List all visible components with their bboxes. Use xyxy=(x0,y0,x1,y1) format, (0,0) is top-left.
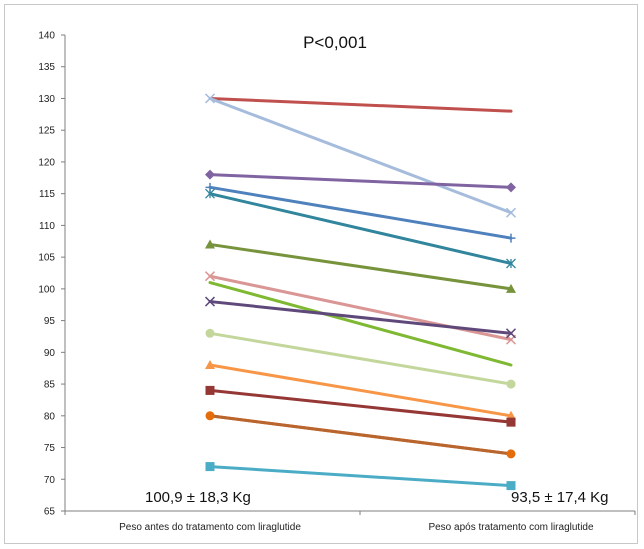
data-point-square xyxy=(506,481,516,491)
series-line xyxy=(208,414,513,456)
line-chart: P<0,001 65 70 75 80 85 90 95 100 105 110 115 120 125… xyxy=(38,31,636,533)
series-line xyxy=(208,192,513,265)
data-point-star xyxy=(506,258,516,269)
y-tick-label: 115 xyxy=(39,189,55,200)
series-lines xyxy=(208,96,513,488)
y-tick-label: 110 xyxy=(39,221,55,232)
data-point-square xyxy=(205,385,215,395)
series-line xyxy=(208,363,513,418)
data-point-circle xyxy=(506,379,516,389)
data-point-circle xyxy=(205,328,215,338)
data-point-triangle xyxy=(506,283,516,293)
series-line xyxy=(208,281,513,367)
data-point-diamond xyxy=(506,182,516,193)
series-line xyxy=(208,331,513,386)
y-tick-label: 95 xyxy=(44,316,56,327)
axes: 65 70 75 80 85 90 95 100 105 110 115 120 125 130 135 14… xyxy=(38,31,636,533)
series-line xyxy=(208,274,513,342)
series-line xyxy=(208,185,513,240)
data-point-circle xyxy=(205,411,215,421)
y-tick-label: 80 xyxy=(44,411,56,422)
series-line xyxy=(208,96,513,215)
chart-title: P<0,001 xyxy=(303,33,367,52)
series-line xyxy=(208,300,513,335)
chart-area: P<0,001 65 70 75 80 85 90 95 100 105 110 115 120 125… xyxy=(4,4,638,544)
y-tick-label: 140 xyxy=(38,31,55,42)
after-stat-label: 93,5 ± 17,4 Kg xyxy=(511,489,608,506)
data-point-triangle xyxy=(205,239,215,249)
y-tick-label: 75 xyxy=(44,443,56,454)
series-line xyxy=(208,96,513,113)
series-line xyxy=(208,242,513,291)
y-tick-label: 85 xyxy=(44,380,56,391)
before-stat-label: 100,9 ± 18,3 Kg xyxy=(145,489,251,506)
y-tick-label: 65 xyxy=(44,507,56,518)
series-line xyxy=(208,173,513,189)
y-tick-label: 130 xyxy=(38,94,55,105)
data-point-square xyxy=(506,417,516,427)
y-tick-label: 100 xyxy=(38,284,55,295)
y-tick-label: 90 xyxy=(44,348,56,359)
x-category-label: Peso antes do tratamento com liraglutide xyxy=(119,522,301,533)
data-point-triangle xyxy=(506,410,516,420)
data-point-square xyxy=(205,462,215,472)
data-point-diamond xyxy=(205,169,215,180)
data-point-star xyxy=(205,188,215,199)
series-line xyxy=(208,388,513,424)
data-point-x xyxy=(204,271,216,282)
data-point-circle xyxy=(506,449,516,459)
y-tick-label: 70 xyxy=(44,475,56,486)
data-point-plus xyxy=(506,233,516,243)
data-point-x xyxy=(204,93,216,104)
y-tick-label: 125 xyxy=(38,126,55,137)
y-tick-label: 135 xyxy=(38,62,55,73)
y-tick-label: 120 xyxy=(38,157,55,168)
x-category-label: Peso após tratamento com liraglutide xyxy=(428,522,594,533)
series-markers xyxy=(204,93,517,491)
data-point-x xyxy=(204,296,216,307)
series-line xyxy=(208,465,513,488)
y-tick-label: 105 xyxy=(38,253,55,264)
data-point-triangle xyxy=(205,360,215,370)
data-point-x xyxy=(505,328,517,339)
data-point-x xyxy=(505,207,517,218)
